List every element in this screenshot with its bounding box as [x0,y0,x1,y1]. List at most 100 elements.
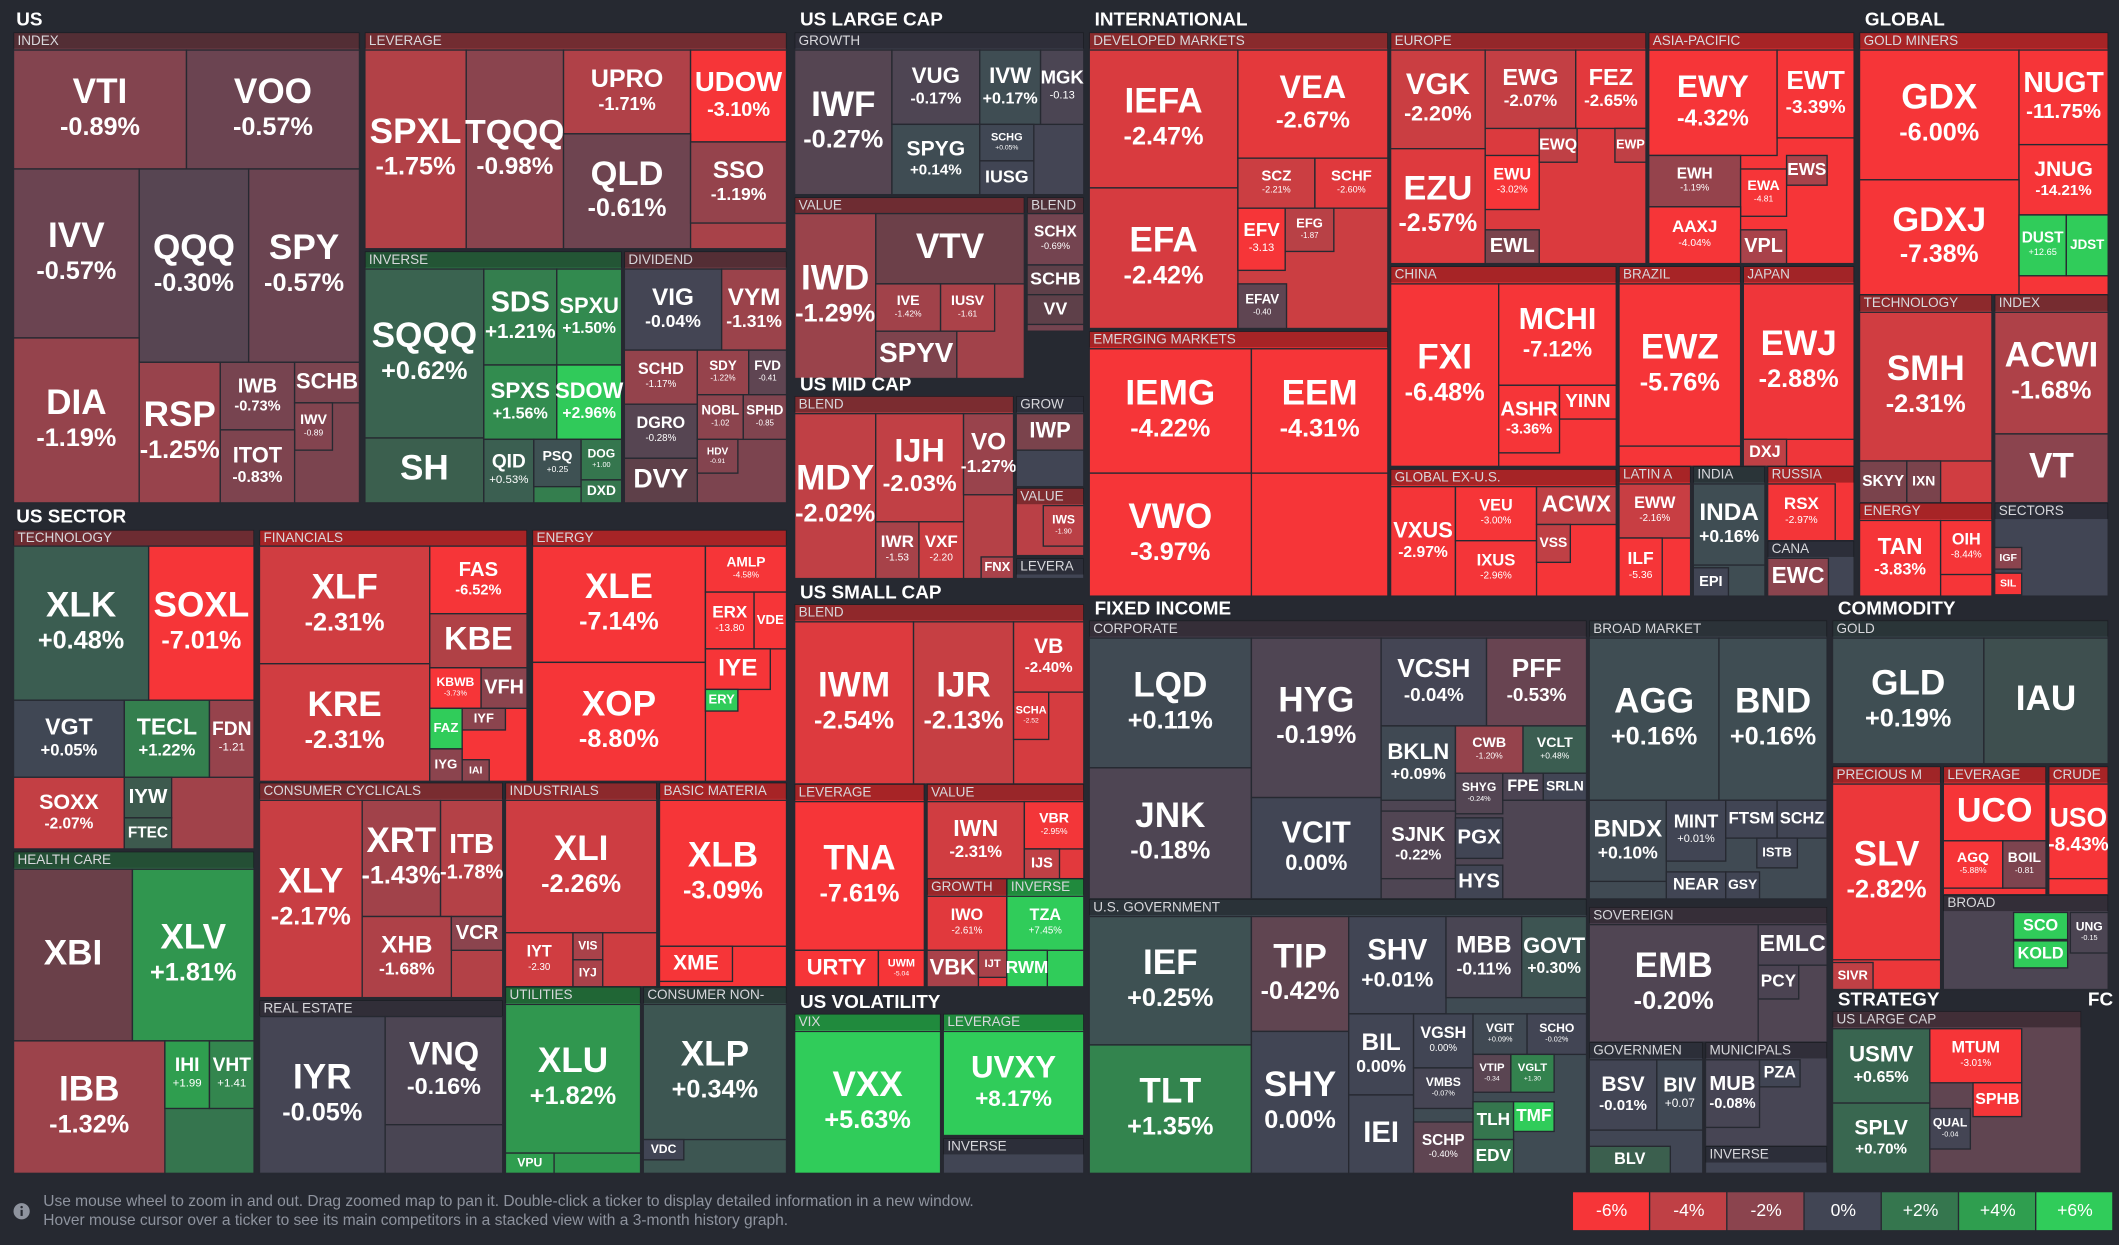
tile[interactable]: QQQ-0.30% [138,168,250,363]
tile[interactable]: EWJ-2.88% [1742,283,1855,441]
tile[interactable]: XLE-7.14% [531,545,707,664]
tile[interactable]: MUB-0.08% [1704,1059,1761,1129]
tile[interactable]: TLH [1472,1101,1515,1141]
tile[interactable]: DXD [580,479,623,504]
tile[interactable]: SCHB [1026,264,1085,296]
tile[interactable]: FPE [1502,772,1544,801]
tile[interactable]: EZU-2.57% [1389,148,1486,265]
tile[interactable]: SLV-2.82% [1831,783,1942,961]
tile[interactable]: VV [1026,294,1085,326]
tile[interactable]: XLY-2.17% [258,799,363,999]
tile[interactable]: AAXJ -4.04% [1648,206,1742,265]
tile[interactable]: VSS [1535,523,1572,564]
tile[interactable]: VEA-2.67% [1237,49,1389,159]
tile[interactable]: SPXS+1.56% [483,364,558,441]
tile[interactable]: FAS -6.52% [429,545,528,615]
tile[interactable]: IJR-2.13% [912,621,1015,785]
tile[interactable]: XLB-3.09% [658,799,788,947]
tile[interactable]: BKLN+0.09% [1380,725,1457,801]
tile[interactable]: VTI-0.89% [12,49,188,170]
tile[interactable]: VTIP-0.34 [1472,1053,1512,1093]
tile[interactable]: RWM [1006,949,1049,988]
tile[interactable]: TMF [1512,1101,1555,1133]
tile[interactable]: IUSV-1.61 [939,283,996,332]
tile[interactable]: TQQQ-0.98% [465,49,565,250]
tile[interactable]: PGX [1454,817,1504,860]
tile[interactable]: EFAV-0.40 [1237,283,1288,330]
tile[interactable]: USO-8.43% [2048,783,2109,880]
tile[interactable]: SCO [2012,911,2069,941]
tile[interactable]: USMV+0.65% [1831,1028,1931,1104]
tile[interactable]: VGLT+1.30 [1510,1053,1555,1093]
tile[interactable]: IYF [461,707,507,731]
tile[interactable]: VMBS-0.07% [1412,1067,1474,1110]
tile[interactable]: VGT+0.05% [12,699,126,778]
tile[interactable]: IWS-1.90 [1042,504,1085,547]
tile[interactable]: EFG-1.87 [1284,207,1335,253]
tile[interactable]: HYS [1454,864,1504,900]
tile[interactable]: VDC [642,1138,685,1161]
tile[interactable]: EWP [1614,127,1647,163]
tile[interactable]: FTEC [123,817,173,850]
tile[interactable]: XRT-1.43% [361,799,442,918]
tile[interactable]: ASHR -3.36% [1498,384,1561,454]
tile[interactable]: IVW+0.17% [979,49,1042,126]
tile[interactable]: GOVT +0.30% [1521,915,1588,999]
tile[interactable]: RSX -2.97% [1766,483,1836,542]
tile[interactable]: KBE [429,613,528,669]
tile[interactable]: VCSH-0.04% [1380,637,1488,727]
tile[interactable]: VBR-2.95% [1023,800,1085,850]
tile[interactable]: UWM-5.04 [877,949,926,988]
tile[interactable]: XLI-2.26% [504,799,658,934]
tile[interactable]: VDE [753,591,788,650]
tile[interactable]: OIH-8.44% [1939,519,1993,576]
tile[interactable]: SPXL-1.75% [364,49,467,250]
tile[interactable]: PFF-0.53% [1485,637,1588,727]
tile[interactable]: IVV-0.57% [12,168,140,339]
tile[interactable]: SPYG+0.14% [891,123,981,196]
tile[interactable]: PSQ+0.25 [533,438,582,488]
tile[interactable]: EWY-4.32% [1648,49,1778,157]
tile[interactable]: NOBL-1.02 [696,394,744,441]
tile[interactable]: XLV+1.81% [131,868,255,1042]
tile[interactable]: DGRO-0.28% [623,403,698,459]
tile[interactable]: FEZ-2.65% [1575,49,1647,130]
tile[interactable]: TAN -3.83% [1858,519,1942,597]
tile[interactable]: IWF-0.27% [793,49,893,196]
tile[interactable]: KOLD [2012,940,2069,969]
tile[interactable]: SCHO-0.02% [1526,1013,1588,1056]
tile[interactable]: EWH-1.19% [1648,154,1742,208]
tile[interactable]: IJT [977,949,1008,979]
tile[interactable]: VCLT+0.48% [1522,725,1588,774]
tile[interactable]: UDOW-3.10% [689,49,788,143]
tile[interactable]: IWR -1.53 [875,521,920,580]
tile[interactable]: BIV+0.07 [1656,1059,1704,1131]
tile[interactable]: AGQ-5.88% [1942,840,2004,889]
tile[interactable]: KRE-2.31% [258,663,431,783]
tile[interactable]: SPYV [875,330,958,380]
tile[interactable]: FTSM [1725,799,1778,839]
tile[interactable]: EWQ [1538,127,1578,163]
tile[interactable]: ACWI-1.68% [1993,311,2109,435]
tile[interactable]: HYG-0.19% [1250,637,1382,799]
tile[interactable]: VYM-1.31% [720,268,788,351]
tile[interactable]: FNX [980,556,1015,580]
tile[interactable]: SCHF-2.60% [1314,157,1389,209]
tile[interactable]: IVE-1.42% [875,283,942,332]
tile[interactable]: SPY-0.57% [247,168,361,363]
tile[interactable]: SPLV+0.70% [1831,1102,1931,1175]
tile[interactable]: KBWB-3.73% [429,667,482,710]
tile[interactable]: GDX-6.00% [1858,49,2020,181]
tile[interactable]: IEF+0.25% [1088,915,1253,1046]
tile[interactable]: MCHI-7.12% [1498,283,1617,386]
tile[interactable]: SMH-2.31% [1858,311,1993,462]
tile[interactable]: SCZ-2.21% [1237,157,1316,209]
tile[interactable]: SRLN [1542,772,1588,801]
tile[interactable]: NEAR [1665,871,1727,900]
tile[interactable]: TZA+7.45% [1006,895,1085,951]
tile[interactable]: SCHA-2.52 [1012,691,1050,741]
tile[interactable]: EMLC [1757,923,1828,966]
tile[interactable]: SCHZ [1776,799,1828,839]
